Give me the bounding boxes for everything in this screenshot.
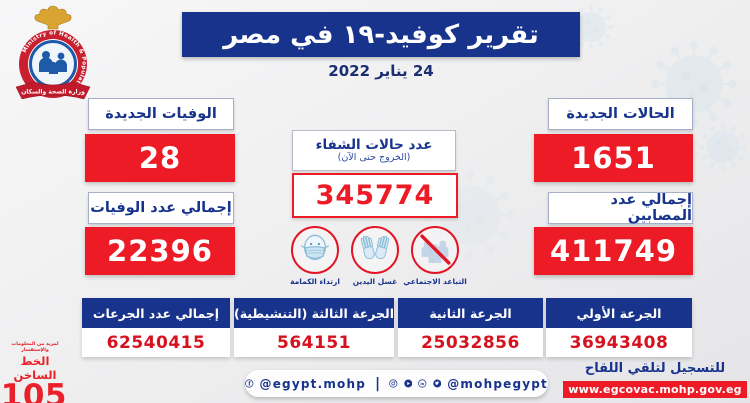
new-deaths-value: 28: [85, 134, 235, 182]
first-dose-value: 36943408: [569, 332, 669, 353]
linkedin-icon: in: [418, 379, 427, 388]
recoveries-label-box: عدد حالات الشفاء (الخروج حتى الآن): [292, 130, 456, 171]
total-cases-value: 411749: [534, 227, 693, 275]
second-dose-card: الجرعة الثانية 25032856: [398, 298, 543, 357]
facebook-handle: @egypt.mohp: [259, 376, 367, 391]
svg-text:in: in: [421, 382, 425, 386]
twitter-icon: [433, 379, 441, 388]
new-deaths-label: الوفيات الجديدة: [88, 98, 234, 130]
precautions-row: ارتداء الكمامة: [288, 226, 467, 286]
precaution-label: غسل اليدين: [352, 277, 398, 286]
logo-arabic-text: وزارة الصحة والسكان: [21, 89, 85, 96]
youtube-icon: [403, 379, 412, 388]
total-doses-card: إجمالي عدد الجرعات 62540415: [82, 298, 230, 357]
recoveries-sublabel: (الخروج حتى الآن): [337, 151, 411, 163]
precaution-social-distancing: التباعد الاجتماعي: [403, 226, 467, 286]
hotline-info: لمزيد من المعلومات والإستفسار: [11, 342, 59, 353]
social-distancing-icon: [411, 226, 459, 274]
first-dose-label: الجرعة الأولي: [546, 298, 692, 328]
first-dose-card: الجرعة الأولي 36943408: [546, 298, 692, 357]
ministry-of-health-logo: Ministry of Health & Population وزارة ال…: [15, 5, 91, 100]
total-deaths-label: إجمالي عدد الوفيات: [88, 192, 234, 224]
hotline-number: 105: [0, 378, 67, 403]
third-dose-value: 564151: [277, 332, 351, 353]
report-title: تقرير كوفيد-١٩ في مصر: [182, 12, 580, 57]
report-date: 24 يناير 2022: [328, 62, 434, 80]
total-deaths-value: 22396: [85, 227, 235, 275]
vaccine-registration-label: للتسجيل لتلقي اللقاح: [584, 361, 726, 376]
divider: |: [375, 375, 381, 392]
third-dose-label: الجرعة الثالثة (التنشيطية): [234, 298, 394, 328]
precaution-hand-washing: غسل اليدين: [348, 226, 402, 286]
third-dose-card: الجرعة الثالثة (التنشيطية) 564151: [234, 298, 394, 357]
precaution-label: ارتداء الكمامة: [290, 277, 340, 286]
second-dose-label: الجرعة الثانية: [398, 298, 543, 328]
hand-washing-icon: [351, 226, 399, 274]
total-doses-value: 62540415: [106, 332, 206, 353]
recoveries-label: عدد حالات الشفاء: [315, 136, 433, 153]
eagle-emblem-icon: [34, 5, 72, 30]
svg-text:f: f: [248, 381, 251, 387]
face-mask-icon: [291, 226, 339, 274]
facebook-icon: f: [245, 379, 254, 388]
social-handle: @mohpegypt: [447, 376, 548, 391]
vaccine-registration-url: www.egcovac.mohp.gov.eg: [563, 381, 747, 398]
precaution-face-mask: ارتداء الكمامة: [288, 226, 342, 286]
new-cases-value: 1651: [534, 134, 693, 182]
precaution-label: التباعد الاجتماعي: [403, 277, 467, 286]
recoveries-value: 345774: [292, 173, 458, 218]
family-silhouette-icon: [39, 51, 67, 74]
instagram-icon: [389, 379, 398, 388]
total-cases-label: إجمالي عدد المصابين: [548, 192, 693, 224]
hotline-block: لمزيد من المعلومات والإستفسار الخط الساخ…: [0, 342, 67, 403]
virus-decoration-icon: [699, 123, 747, 171]
hotline-label: الخط الساخن: [13, 353, 57, 382]
total-doses-label: إجمالي عدد الجرعات: [82, 298, 230, 328]
new-cases-label: الحالات الجديدة: [548, 98, 693, 130]
social-media-bar: f @egypt.mohp | in @mohpegypt: [245, 370, 548, 397]
second-dose-value: 25032856: [421, 332, 520, 353]
